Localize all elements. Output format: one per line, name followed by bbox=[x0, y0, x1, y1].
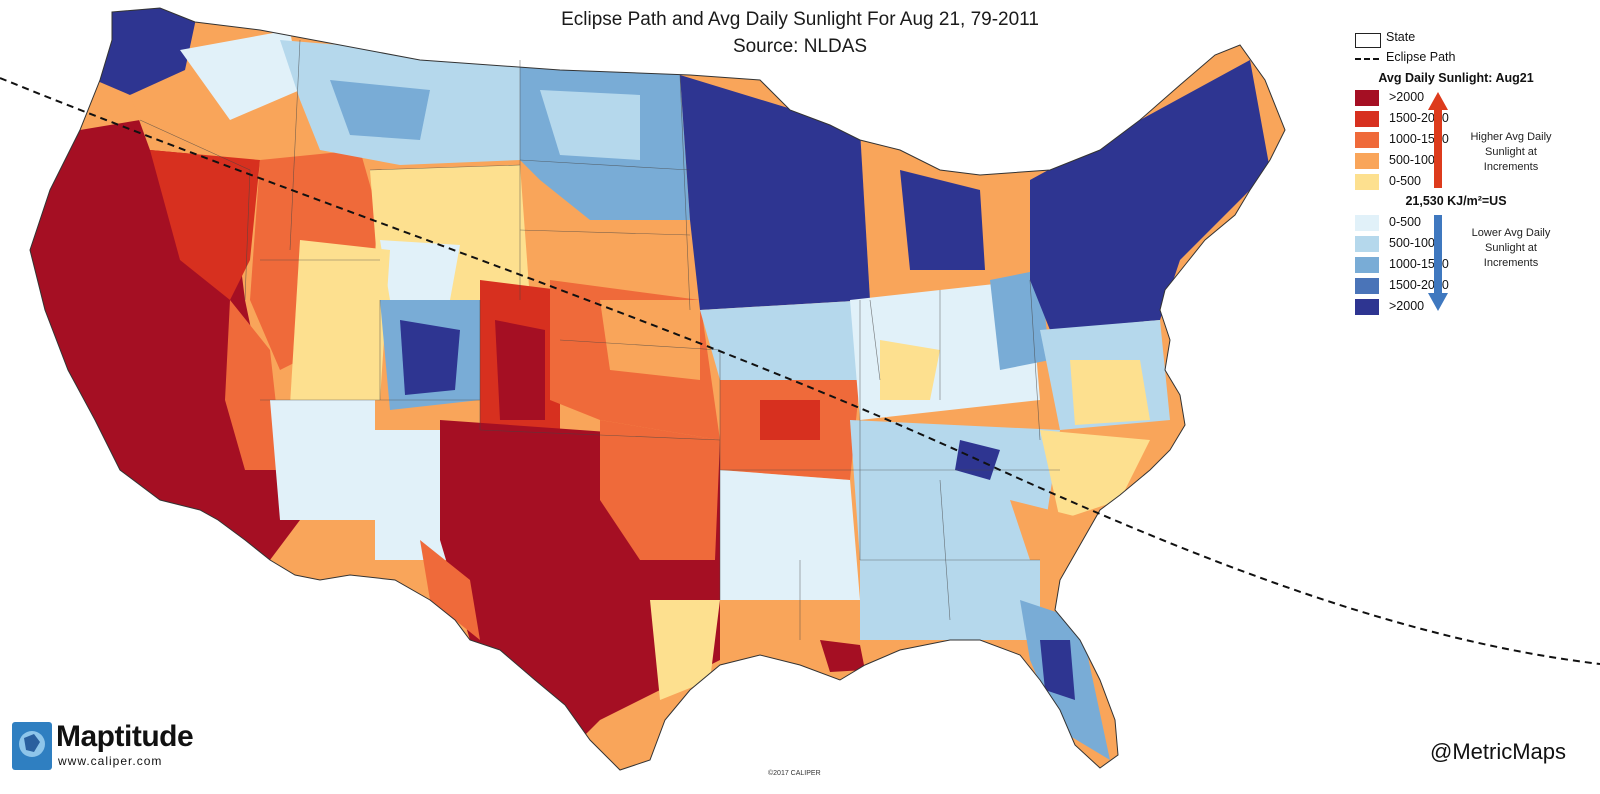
logo-url: www.caliper.com bbox=[58, 754, 163, 768]
legend-eclipse-label: Eclipse Path bbox=[1386, 50, 1456, 64]
legend-item-label: 0-500 bbox=[1389, 215, 1421, 229]
eclipse-path-swatch bbox=[1355, 58, 1379, 60]
map-subtitle: Source: NLDAS bbox=[732, 36, 868, 57]
legend-swatch bbox=[1355, 299, 1379, 315]
higher-note: Higher Avg Daily Sunlight at Increments bbox=[1470, 131, 1552, 173]
legend-swatch bbox=[1355, 153, 1379, 169]
copyright-text: ©2017 CALIPER bbox=[768, 770, 821, 777]
state-swatch bbox=[1355, 33, 1381, 48]
legend-swatch bbox=[1355, 174, 1379, 190]
author-handle: @MetricMaps bbox=[1430, 739, 1567, 764]
legend-item-label: 1500-2000 bbox=[1389, 278, 1449, 292]
legend-swatch bbox=[1355, 215, 1379, 231]
legend: State Eclipse Path Avg Daily Sunlight: A… bbox=[1340, 26, 1572, 320]
legend-item-label: 0-500 bbox=[1389, 174, 1421, 188]
arrow-down-icon bbox=[1428, 215, 1448, 311]
globe-icon bbox=[12, 722, 52, 770]
lower-note: Lower Avg Daily Sunlight at Increments bbox=[1471, 227, 1551, 269]
legend-swatch bbox=[1355, 90, 1379, 106]
legend-item-label: >2000 bbox=[1389, 90, 1425, 104]
legend-swatch bbox=[1355, 132, 1379, 148]
legend-item-label: 1500-2000 bbox=[1389, 111, 1449, 125]
legend-swatch bbox=[1355, 278, 1379, 294]
arrow-up-icon bbox=[1428, 92, 1448, 188]
map-title: Eclipse Path and Avg Daily Sunlight For … bbox=[561, 9, 1039, 30]
eclipse-path-line bbox=[0, 77, 1600, 665]
maptitude-logo: Maptitude www.caliper.com bbox=[12, 720, 194, 772]
legend-item-label: 500-1000 bbox=[1389, 236, 1442, 250]
state-borders bbox=[139, 39, 1060, 640]
legend-swatch bbox=[1355, 111, 1379, 127]
legend-baseline: 21,530 KJ/m²=US bbox=[1405, 194, 1507, 208]
legend-item-label: >2000 bbox=[1389, 299, 1425, 313]
legend-heading: Avg Daily Sunlight: Aug21 bbox=[1378, 71, 1534, 85]
logo-name: Maptitude bbox=[56, 720, 194, 753]
legend-item-label: 1000-1500 bbox=[1389, 257, 1449, 271]
legend-item-label: 500-1000 bbox=[1389, 153, 1442, 167]
legend-swatch bbox=[1355, 257, 1379, 273]
legend-swatch bbox=[1355, 236, 1379, 252]
legend-item-label: 1000-1500 bbox=[1389, 132, 1449, 146]
legend-state-label: State bbox=[1386, 30, 1416, 44]
